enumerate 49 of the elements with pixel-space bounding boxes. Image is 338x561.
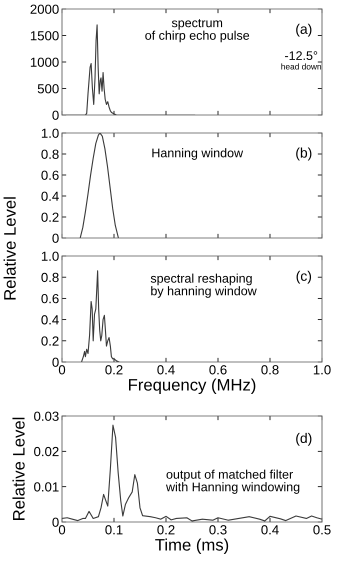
y-tick-label: 0: [52, 234, 59, 243]
y-tick-label: 500: [38, 84, 59, 94]
x-tick-label: 0: [58, 525, 66, 534]
x-tick-label: 0: [58, 365, 66, 374]
y-tick-label: 0: [52, 518, 59, 527]
y-tick-label: 0: [52, 110, 59, 120]
y-tick-label: 0.8: [41, 150, 59, 159]
x-tick-label: 0.6: [209, 365, 227, 374]
y-axis-title: Relative Level: [4, 197, 16, 300]
annotation: (b): [296, 148, 312, 160]
y-tick-label: 0.4: [41, 315, 59, 325]
y-tick-label: 0.4: [41, 192, 59, 201]
x-tick-label: 1.0: [314, 365, 331, 374]
y-tick-label: 0.2: [41, 336, 59, 346]
y-axis-title: Relative Level: [12, 418, 25, 520]
y-tick-label: 0.6: [41, 170, 59, 180]
y-tick-label: 2000: [30, 4, 59, 14]
y-tick-label: 1.0: [42, 252, 59, 261]
y-tick-label: 0.8: [41, 272, 59, 282]
y-tick-label: 0.03: [34, 412, 59, 421]
y-tick-label: 0.01: [34, 482, 59, 492]
line-series: [80, 270, 120, 362]
annotation: head down: [281, 63, 322, 70]
annotation: (c): [296, 270, 312, 284]
y-tick-label: 1500: [30, 31, 59, 40]
y-tick-label: 0.2: [41, 212, 59, 222]
y-tick-label: 0: [52, 358, 59, 367]
x-tick-label: 0.5: [313, 525, 331, 534]
annotation: (d): [296, 432, 312, 446]
x-axis-title: Frequency (MHz): [129, 378, 256, 394]
line-series: [80, 133, 119, 238]
y-tick-label: 0.02: [34, 446, 59, 456]
annotation: spectrum of chirp echo pulse: [145, 19, 250, 42]
annotation: output of matched filter with Hanning windowing: [166, 470, 300, 494]
annotation: Hanning window: [152, 148, 244, 160]
x-tick-label: 0.8: [261, 365, 279, 374]
y-tick-label: 1.0: [42, 128, 59, 138]
x-tick-label: 0.4: [157, 365, 175, 374]
x-axis-title: Time (ms): [155, 538, 228, 554]
x-tick-label: 0.3: [209, 525, 227, 534]
x-tick-label: 0.4: [261, 525, 279, 534]
x-tick-label: 0.1: [105, 525, 123, 534]
y-tick-label: 1000: [30, 58, 59, 67]
x-tick-label: 0.2: [157, 525, 175, 534]
annotation: (a): [296, 24, 312, 37]
annotation: -12.5°: [285, 51, 318, 60]
x-tick-label: 0.2: [105, 365, 123, 374]
annotation: spectral reshaping by hanning window: [150, 274, 257, 298]
y-tick-label: 0.6: [41, 294, 59, 304]
